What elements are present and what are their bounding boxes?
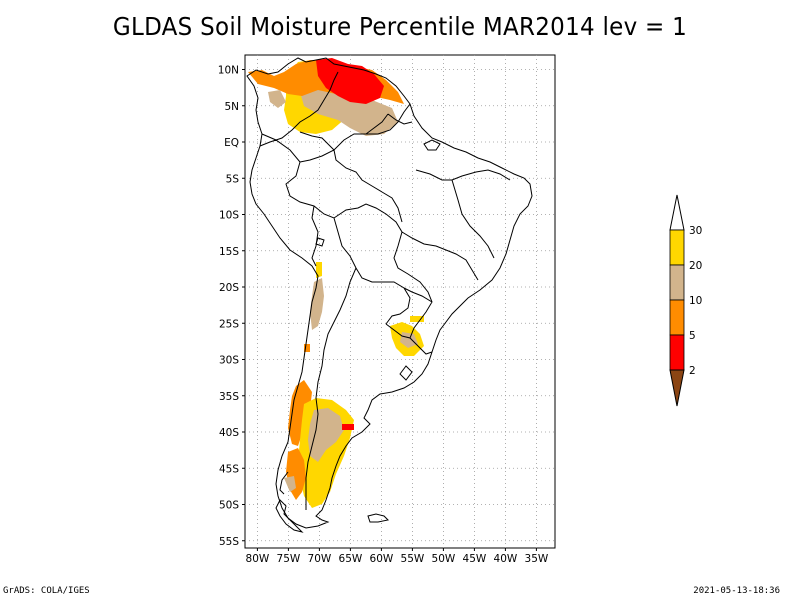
lat-tick-label: 15S bbox=[219, 246, 239, 258]
falkland-islands bbox=[367, 513, 390, 523]
lat-tick-label: 40S bbox=[219, 427, 239, 439]
map-title: GLDAS Soil Moisture Percentile MAR2014 l… bbox=[112, 12, 688, 41]
lat-tick-label: 5S bbox=[226, 173, 240, 185]
shade-chile-orange bbox=[288, 380, 312, 446]
colorbar: 30 20 10 5 2 bbox=[669, 194, 702, 407]
shade-sbrazil-tan bbox=[400, 332, 418, 348]
lat-tick-label: 5N bbox=[224, 101, 239, 113]
lat-tick-label: 55S bbox=[219, 536, 239, 548]
shade-patagonia-red bbox=[342, 424, 354, 430]
country-borders bbox=[259, 71, 511, 510]
lon-tick-label: 70W bbox=[308, 553, 332, 565]
colorbar-bin-5-10 bbox=[669, 299, 685, 336]
colorbar-bin-2-5 bbox=[669, 334, 685, 371]
lat-tick-label: 45S bbox=[219, 463, 239, 475]
lake-titicaca bbox=[315, 237, 325, 247]
lon-tick-label: 80W bbox=[246, 553, 270, 565]
colorbar-label-2: 2 bbox=[689, 365, 696, 377]
lat-tick-label: 10N bbox=[218, 65, 239, 77]
lat-tick-label: 10S bbox=[219, 210, 239, 222]
lon-tick-label: 55W bbox=[401, 553, 425, 565]
lon-tick-label: 45W bbox=[463, 553, 487, 565]
colorbar-label-20: 20 bbox=[689, 260, 702, 272]
colorbar-label-30: 30 bbox=[689, 225, 702, 237]
lon-tick-label: 60W bbox=[370, 553, 394, 565]
lat-tick-label: 50S bbox=[219, 500, 239, 512]
shade-north-red bbox=[316, 58, 384, 104]
lat-tick-label: 25S bbox=[219, 318, 239, 330]
colorbar-top-arrow bbox=[669, 194, 685, 231]
south-america-coastline bbox=[246, 57, 533, 529]
shade-north-tan2 bbox=[268, 90, 286, 108]
shade-sbrazil-yellow2 bbox=[410, 316, 424, 322]
lagoa-dos-patos bbox=[399, 365, 413, 381]
colorbar-bottom-arrow bbox=[669, 369, 685, 407]
footer-credit: GrADS: COLA/IGES bbox=[3, 586, 90, 596]
colorbar-bin-10-20 bbox=[669, 264, 685, 301]
chile-archipelago bbox=[275, 471, 304, 533]
lon-tick-label: 75W bbox=[277, 553, 301, 565]
colorbar-label-5: 5 bbox=[689, 330, 696, 342]
lon-tick-label: 35W bbox=[525, 553, 549, 565]
colorbar-label-10: 10 bbox=[689, 295, 702, 307]
percentile-shading bbox=[248, 58, 424, 508]
lon-tick-label: 50W bbox=[432, 553, 456, 565]
shade-nchile-yellow bbox=[316, 262, 322, 278]
lat-tick-label: 35S bbox=[219, 391, 239, 403]
lat-tick-label: EQ bbox=[224, 137, 239, 149]
longitude-labels: 80W 75W 70W 65W 60W 55W 50W 45W 40W 35W bbox=[246, 548, 549, 565]
lat-tick-label: 20S bbox=[219, 282, 239, 294]
coastlines bbox=[246, 57, 533, 533]
footer-timestamp: 2021-05-13-18:36 bbox=[693, 586, 780, 596]
amazon-delta bbox=[423, 139, 441, 151]
latitude-labels: 10N 5N EQ 5S 10S 15S 20S 25S 30S 35S 40S 45S 50S 55S bbox=[218, 65, 245, 548]
lat-tick-label: 30S bbox=[219, 355, 239, 367]
plot-frame bbox=[244, 54, 556, 549]
colorbar-bin-20-30 bbox=[669, 229, 685, 266]
shade-schile-tan bbox=[284, 476, 296, 492]
lon-tick-label: 40W bbox=[494, 553, 518, 565]
shade-nchile-tan bbox=[310, 278, 324, 330]
lon-tick-label: 65W bbox=[339, 553, 363, 565]
